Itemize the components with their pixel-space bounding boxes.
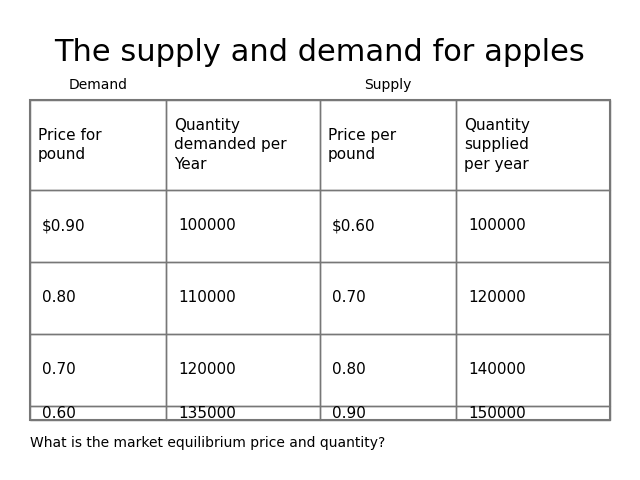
Text: Quantity
demanded per
Year: Quantity demanded per Year (174, 118, 287, 172)
Text: 135000: 135000 (179, 406, 236, 420)
Text: What is the market equilibrium price and quantity?: What is the market equilibrium price and… (30, 436, 385, 450)
Text: 0.80: 0.80 (42, 290, 76, 305)
Text: $0.90: $0.90 (42, 218, 86, 233)
Bar (456, 262, 610, 334)
Bar (320, 334, 456, 406)
Bar (320, 262, 456, 334)
Text: 120000: 120000 (179, 362, 236, 377)
Bar (166, 334, 320, 406)
Text: 120000: 120000 (468, 290, 526, 305)
Bar (320, 190, 456, 262)
Text: 0.60: 0.60 (42, 406, 76, 420)
Bar (166, 406, 320, 420)
Text: Price for
pound: Price for pound (38, 128, 102, 162)
Bar (30, 100, 610, 420)
Text: 0.70: 0.70 (42, 362, 76, 377)
Bar (30, 406, 166, 420)
Bar (320, 100, 456, 190)
Bar (30, 190, 166, 262)
Text: 100000: 100000 (468, 218, 526, 233)
Bar (166, 262, 320, 334)
Text: 150000: 150000 (468, 406, 526, 420)
Text: The supply and demand for apples: The supply and demand for apples (54, 38, 586, 67)
Bar (30, 100, 166, 190)
Text: Demand: Demand (68, 78, 127, 92)
Bar (30, 334, 166, 406)
Bar (166, 190, 320, 262)
Bar (166, 100, 320, 190)
Text: 110000: 110000 (179, 290, 236, 305)
Bar (320, 406, 456, 420)
Text: Quantity
supplied
per year: Quantity supplied per year (464, 118, 530, 172)
Text: Supply: Supply (364, 78, 412, 92)
Text: 140000: 140000 (468, 362, 526, 377)
Text: $0.60: $0.60 (332, 218, 376, 233)
Text: 0.90: 0.90 (332, 406, 366, 420)
Text: Price per
pound: Price per pound (328, 128, 396, 162)
Text: 0.70: 0.70 (332, 290, 365, 305)
Text: 0.80: 0.80 (332, 362, 365, 377)
Bar (456, 406, 610, 420)
Bar (30, 262, 166, 334)
Bar (456, 334, 610, 406)
Text: 100000: 100000 (179, 218, 236, 233)
Bar (456, 100, 610, 190)
Bar (456, 190, 610, 262)
